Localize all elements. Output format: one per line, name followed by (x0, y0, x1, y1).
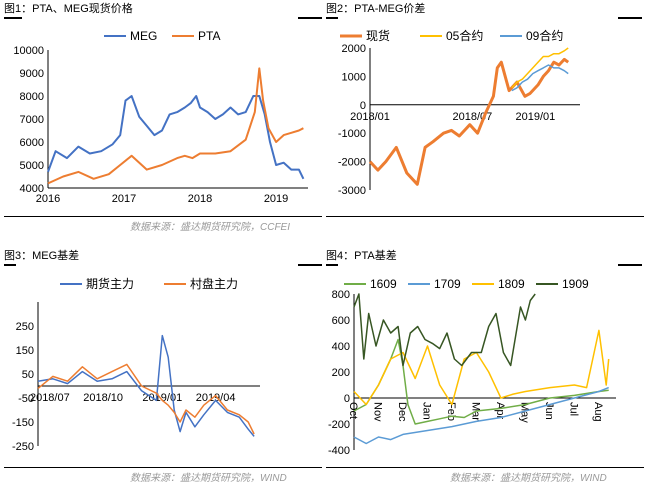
figure-4-top-rule-left (326, 264, 338, 266)
legend-label: 期货主力 (86, 276, 134, 291)
x-tick-label: Feb (445, 402, 457, 421)
series-line-期货主力 (37, 334, 255, 437)
figure-1-title: 图1：PTA、MEG现货价格 (4, 3, 133, 15)
y-tick-label: 150 (16, 345, 34, 357)
series-line-1909 (353, 293, 536, 367)
figure-3-title: 图3：MEG基差 (4, 250, 80, 262)
series-line-1809 (353, 329, 610, 406)
y-tick-label: 600 (332, 315, 350, 327)
series-line-05合约 (511, 47, 569, 89)
x-tick-label: 2016 (36, 193, 60, 205)
y-tick-label: -1000 (338, 128, 366, 140)
y-tick-label: 6000 (20, 137, 44, 149)
figure-1-source: 数据来源：盛达期货研究院，CCFEI (130, 222, 290, 233)
y-tick-label: 4000 (20, 183, 44, 195)
legend-label: PTA (198, 29, 220, 43)
x-tick-label: 2017 (112, 193, 136, 205)
y-tick-label: 400 (332, 341, 350, 353)
y-tick-label: -2000 (338, 157, 366, 169)
legend-label: 1909 (562, 277, 589, 291)
series-line-现货 (368, 57, 570, 186)
y-tick-label: -150 (12, 417, 34, 429)
figure-3-top-rule-left (4, 264, 16, 266)
series-line-PTA (47, 67, 304, 185)
y-tick-label: 7000 (20, 114, 44, 126)
x-tick-label: Jun (543, 402, 555, 420)
x-tick-label: May (518, 402, 530, 423)
legend-label: 1709 (434, 277, 461, 291)
legend-label: 现货 (366, 28, 390, 43)
series-line-09合约 (511, 64, 569, 92)
y-tick-label: -250 (12, 441, 34, 453)
legend-label: 09合约 (526, 28, 563, 43)
y-tick-label: 50 (22, 369, 34, 381)
figure-2-top-rule-right (618, 17, 642, 19)
x-tick-label: 2019 (264, 193, 288, 205)
y-tick-label: -400 (328, 445, 350, 457)
y-tick-label: 1000 (342, 71, 366, 83)
figure-4-bottom-rule (326, 467, 644, 468)
x-tick-label: Apr (494, 402, 506, 419)
x-tick-label: 2018/01 (350, 111, 390, 123)
y-tick-label: 2000 (342, 43, 366, 55)
y-tick-label: -200 (328, 419, 350, 431)
y-tick-label: 9000 (20, 68, 44, 80)
x-tick-label: 2019/01 (515, 111, 555, 123)
y-tick-label: 800 (332, 289, 350, 301)
figure-2-top-rule-left (326, 17, 338, 19)
figure-3-top-rule-right (298, 264, 322, 266)
figure-1-bottom-rule (4, 216, 322, 217)
x-tick-label: 2018/07 (30, 392, 70, 404)
legend-label: 村盘主力 (190, 276, 238, 291)
x-tick-label: 2018/10 (83, 392, 123, 404)
legend-label: 1809 (498, 277, 525, 291)
legend-label: 1609 (370, 277, 397, 291)
y-tick-label: 200 (332, 367, 350, 379)
figure-4-source: 数据来源：盛达期货研究院，WIND (450, 473, 607, 484)
series-line-1709 (353, 386, 609, 445)
chart-meg-basis: -250 -150 -50 50 150 250 2018/07 2018/10 2019/01… (12, 276, 260, 453)
x-tick-label: 2018 (188, 193, 212, 205)
legend-label: MEG (130, 29, 157, 43)
x-tick-label: Jul (567, 402, 579, 416)
y-tick-label: -50 (18, 393, 34, 405)
x-tick-label: 2019/04 (196, 392, 236, 404)
figure-2-bottom-rule (326, 216, 644, 217)
y-tick-label: 0 (360, 100, 366, 112)
y-tick-label: 5000 (20, 160, 44, 172)
x-tick-label: Oct (347, 402, 359, 419)
figure-1-top-rule-right (298, 17, 322, 19)
x-tick-label: Nov (371, 402, 383, 422)
figure-3-bottom-rule (4, 467, 322, 468)
x-tick-label: Aug (592, 402, 604, 422)
chart-meg-pta-spot-price: 4000 5000 6000 7000 8000 9000 10000 2016 2017 201… (13, 29, 308, 205)
legend-label: 05合约 (446, 28, 483, 43)
y-tick-label: -3000 (338, 185, 366, 197)
figure-4-title: 图4：PTA基差 (326, 250, 397, 262)
x-tick-label: 2019/01 (142, 392, 182, 404)
figure-1-top-rule-left (4, 17, 22, 19)
figure-3-source: 数据来源：盛达期货研究院，WIND (130, 473, 287, 484)
y-tick-label: 250 (16, 321, 34, 333)
y-tick-label: 8000 (20, 91, 44, 103)
series-line-村盘主力 (37, 363, 255, 435)
x-tick-label: Jan (420, 402, 432, 420)
y-tick-label: 10000 (13, 45, 44, 57)
series-line-MEG (47, 95, 305, 180)
x-tick-label: Dec (396, 402, 408, 422)
figure-4-top-rule-right (618, 264, 642, 266)
figure-2-title: 图2：PTA-MEG价差 (326, 3, 426, 15)
y-tick-label: 0 (344, 393, 350, 405)
